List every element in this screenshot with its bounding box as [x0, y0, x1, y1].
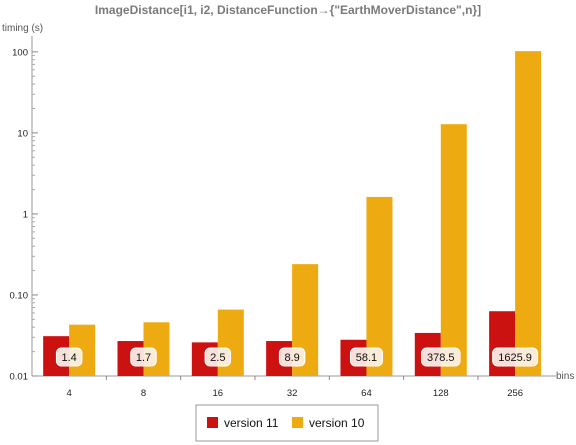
bar-label-badge	[130, 347, 157, 367]
y-tick-label: 100	[12, 47, 28, 58]
y-tick-label: 0.10	[10, 290, 29, 301]
bar-label: 2.5	[210, 352, 225, 364]
plot-area: 0.01 0.10 1 10 100 4 1.4 8 1.7 16 2.5 32 8.9 64 58.1 12…	[10, 36, 556, 399]
legend: version 11 version 10	[195, 404, 379, 442]
legend-swatch	[292, 417, 303, 428]
x-tick-label: 64	[361, 388, 372, 399]
x-tick-label: 32	[287, 388, 298, 399]
x-tick-label: 8	[141, 388, 146, 399]
bar-version-10-128	[440, 124, 467, 377]
bar-label-badge	[204, 347, 232, 367]
y-tick-label: 10	[17, 128, 28, 139]
bar-label-badge	[492, 347, 539, 367]
x-tick-label: 16	[213, 388, 224, 399]
y-axis-label: timing (s)	[2, 23, 43, 34]
bar-label-badge	[421, 347, 461, 367]
x-tick-label: 4	[67, 388, 72, 399]
legend-label: version 11	[224, 416, 279, 430]
x-tick-label: 128	[433, 388, 449, 399]
legend-swatch	[207, 417, 218, 428]
y-tick-label: 1	[23, 209, 28, 220]
chart-title: ImageDistance[i1, i2, DistanceFunction→{…	[95, 3, 481, 17]
bar-label: 378.5	[427, 352, 455, 364]
bar-label: 8.9	[284, 352, 299, 364]
bar-label: 58.1	[356, 352, 377, 364]
bar-label: 1.4	[62, 352, 77, 364]
x-axis-label: bins	[556, 371, 574, 382]
bar-label: 1625.9	[498, 352, 532, 364]
bar-label-badge	[55, 347, 83, 367]
legend-label: version 10	[309, 416, 365, 430]
bar-version-10-256	[515, 51, 542, 377]
bar-label: 1.7	[136, 352, 151, 364]
bar-version-10-64	[366, 196, 393, 376]
bar-label-badge	[349, 347, 383, 367]
x-tick-label: 256	[507, 388, 523, 399]
y-tick-label: 0.01	[10, 372, 29, 383]
bar-label-badge	[278, 347, 306, 367]
